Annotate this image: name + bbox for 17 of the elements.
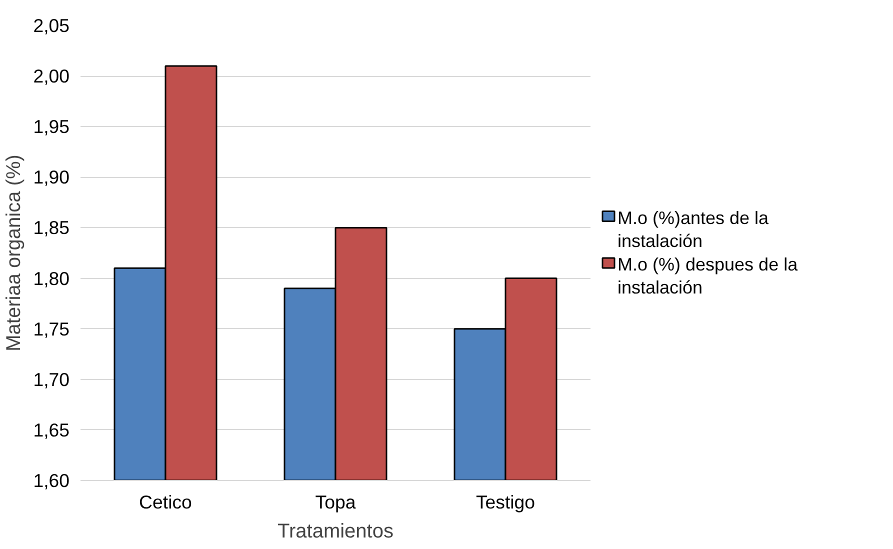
y-tick-label: 1,95 <box>33 116 70 138</box>
y-tick-label: 1,65 <box>33 419 70 440</box>
y-tick-label: 1,70 <box>33 368 70 390</box>
x-tick-label: Cetico <box>139 492 192 512</box>
y-tick-label: 2,05 <box>33 15 70 36</box>
legend-label: M.o (%) despues de la instalación <box>618 254 799 298</box>
legend-label: M.o (%)antes de la instalación <box>618 208 770 251</box>
y-tick-label: 1,80 <box>33 268 70 289</box>
y-tick-label: 1,60 <box>33 470 70 491</box>
x-tick-label: Testigo <box>476 492 536 512</box>
y-tick-label: 1,90 <box>33 166 70 188</box>
y-axis-title: Materiaa organica (%) <box>3 154 26 352</box>
x-axis-title: Tratamientos <box>278 520 394 542</box>
y-tick-label: 1,75 <box>33 318 70 340</box>
x-tick-label: Topa <box>315 492 356 512</box>
y-tick-label: 1,85 <box>33 217 70 238</box>
y-tick-label: 2,00 <box>33 66 70 87</box>
